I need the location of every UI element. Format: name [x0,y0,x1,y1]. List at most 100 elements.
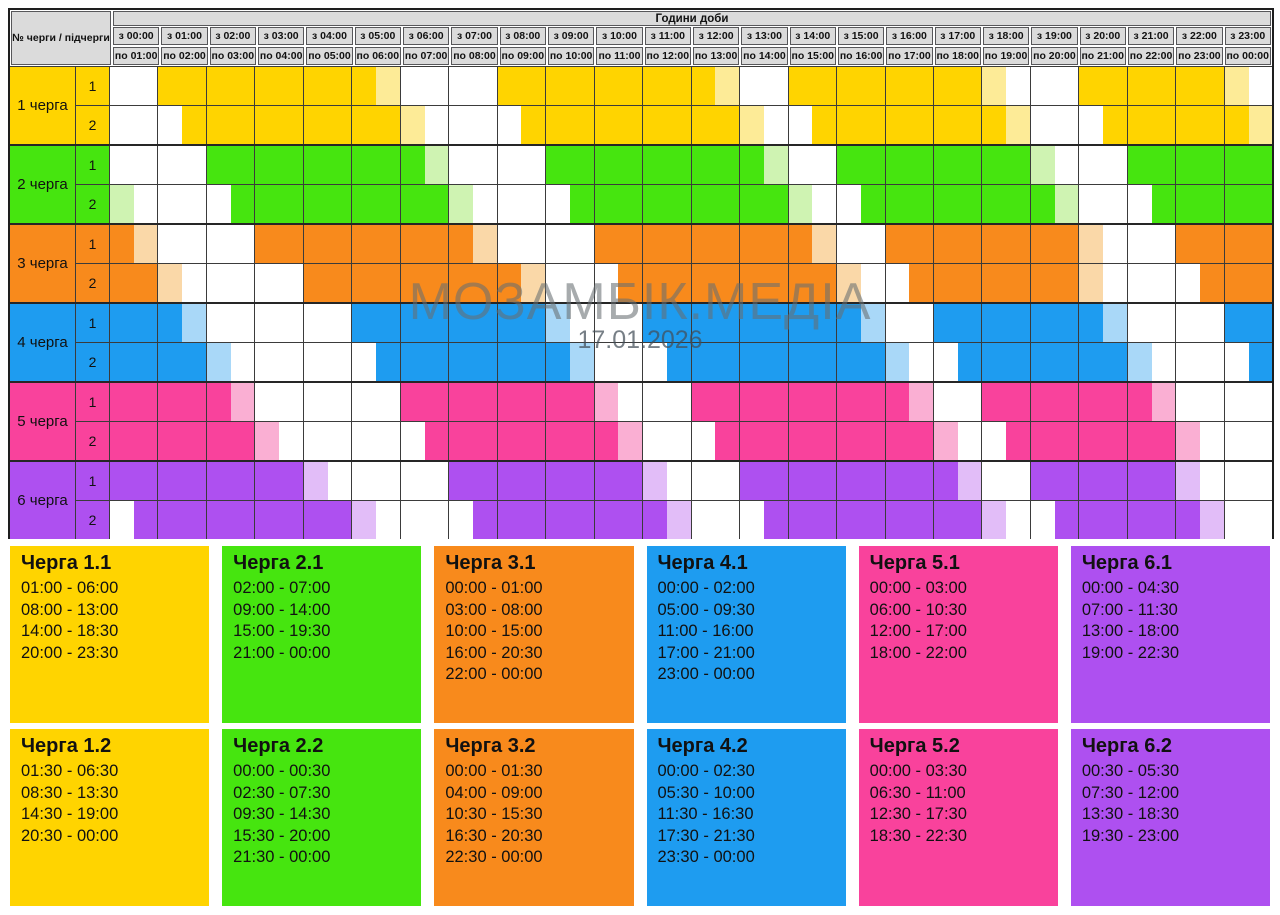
slot-cell [666,264,692,302]
slot-cell [837,146,861,184]
slot-cell [352,146,377,184]
hour-from-label: з 06:00 [402,27,450,45]
slot-cell [957,462,983,500]
slot-cell [546,185,570,223]
slot-cell [569,343,595,381]
slot-cell [230,343,256,381]
slot-cell [1224,383,1249,421]
slot-cell [230,106,256,144]
slot-cell [546,67,570,105]
slot-cell [957,501,983,539]
card-title: Черга 5.1 [869,552,960,574]
slot-cell [982,146,1007,184]
slot-cell [400,106,425,144]
slot-cell [158,67,183,105]
slot-cell [1200,343,1225,381]
slot-cell [909,422,934,460]
slot-cell [594,106,619,144]
hour-from-label: з 19:00 [1031,27,1078,45]
hour-to-label: по 14:00 [741,47,788,65]
hour-column-17: з 17:00 по 18:00 [934,26,982,66]
slot-cell [933,67,958,105]
slot-cell [860,304,886,342]
hour-to-label: по 06:00 [354,47,401,65]
card-period: 11:00 - 16:00 [657,622,754,640]
slot-cell [812,146,838,184]
slot-cell [909,225,934,263]
slot-cell [594,67,619,105]
slot-cell [182,422,207,460]
hour-from-label: з 13:00 [741,27,788,45]
slot-cell [1030,304,1055,342]
hour-to-label: по 17:00 [886,47,933,65]
slot-cell [424,225,450,263]
slot-cell [618,304,644,342]
slot-cell [1030,185,1055,223]
slot-cell [1079,264,1104,302]
hour-column-22: з 22:00 по 23:00 [1175,26,1223,66]
slot-cell [376,225,401,263]
hour-column-6: з 06:00 по 07:00 [402,26,450,66]
slot-cell [812,225,838,263]
table-body: 1 черга 1 2 2 черга 1 2 3 черга 1 2 4 черга 1 2 5 че… [10,66,1273,539]
card-period: 17:30 - 21:30 [657,826,755,845]
slot-cell [521,343,547,381]
slot-cell [715,462,741,500]
queue-group-5: 5 черга 1 2 [10,383,1273,462]
slot-cell [837,185,861,223]
slot-cell [740,422,764,460]
slot-strip [110,264,1273,302]
slot-cell [497,422,522,460]
slot-cell [982,264,1007,302]
card-period: 19:30 - 23:00 [1081,826,1180,845]
hour-from-label: з 15:00 [837,27,885,45]
slot-cell [618,106,644,144]
slot-cell [837,225,861,263]
slot-cell [594,225,619,263]
slot-cell [255,343,280,381]
slot-cell [618,422,644,460]
subqueue-number: 2 [76,106,110,144]
slot-cell [546,146,570,184]
slot-cell [1079,383,1104,421]
slot-cell [110,106,134,144]
slot-cell [158,264,183,302]
slot-cell [666,462,692,500]
queue-group-3: 3 черга 1 2 [10,225,1273,304]
slot-cell [909,383,934,421]
slot-cell [1054,185,1080,223]
slot-cell [352,185,377,223]
hour-to-label: по 21:00 [1079,47,1126,65]
slot-cell [1030,146,1055,184]
slot-cell [594,383,619,421]
slot-cell [546,422,570,460]
slot-cell [643,185,667,223]
slot-cell [1200,304,1225,342]
subqueue-number: 2 [76,422,110,460]
slot-cell [643,225,667,263]
slot-cell [740,67,764,105]
slot-cell [812,383,838,421]
slot-cell [1151,462,1177,500]
hour-columns: з 00:00 по 01:00 з 01:00 по 02:00 з 02:00 по … [112,26,1272,66]
slot-cell [110,343,134,381]
slot-cell [1200,501,1225,539]
slot-cell [1054,225,1080,263]
slot-cell [1200,146,1225,184]
slot-cell [594,264,619,302]
slot-cell [1054,462,1080,500]
card-period: 17:00 - 21:00 [657,643,755,662]
queue-group-6: 6 черга 1 2 [10,462,1273,539]
slot-cell [303,106,328,144]
slot-cell [255,185,280,223]
slot-cell [1127,106,1152,144]
slot-cell [546,383,570,421]
queue-card: Черга 3.1 00:00 - 01:00 03:00 - 08:00 10:00… [434,546,634,723]
slot-cell [643,106,667,144]
card-period: 14:00 - 18:30 [21,622,119,640]
slot-cell [1224,185,1249,223]
hour-column-3: з 03:00 по 04:00 [257,26,305,66]
slot-cell [594,304,619,342]
